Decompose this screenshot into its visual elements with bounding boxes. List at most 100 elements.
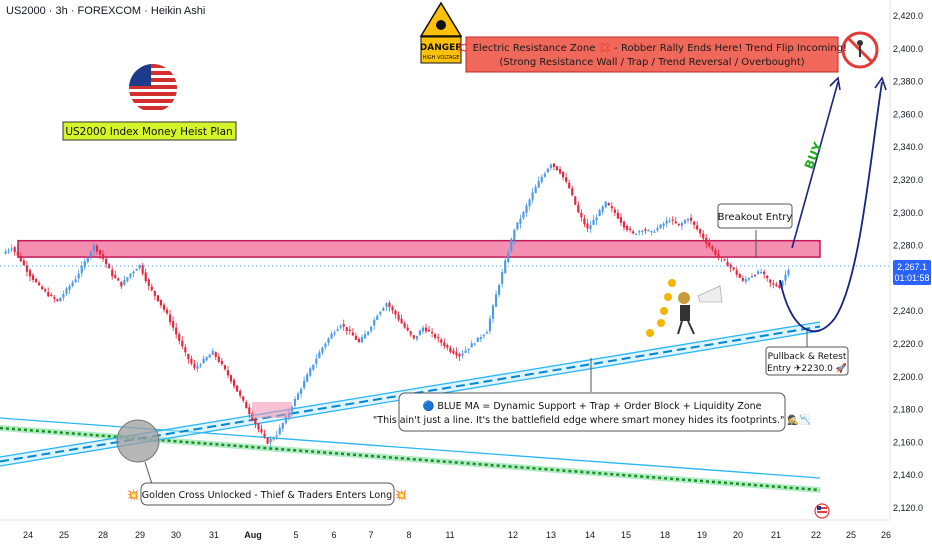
bear-candle bbox=[625, 225, 629, 230]
price-badge-value: 2,267.1 bbox=[897, 262, 927, 272]
bull-candle bbox=[321, 347, 324, 353]
event-flag-icon[interactable] bbox=[814, 503, 830, 519]
bear-candle bbox=[351, 332, 354, 336]
bull-candle bbox=[488, 318, 492, 331]
bull-candle bbox=[589, 225, 592, 230]
bull-candle bbox=[595, 217, 598, 221]
bear-candle bbox=[766, 275, 769, 279]
bear-candle bbox=[778, 285, 781, 288]
cross-highlight bbox=[252, 402, 292, 418]
bull-candle bbox=[303, 380, 306, 388]
bear-candle bbox=[720, 256, 723, 258]
pullback-label-line1: Pullback & Retest bbox=[768, 352, 847, 362]
bull-candle bbox=[71, 282, 74, 287]
resistance-note-line2: (Strong Resistance Wall / Trap / Trend R… bbox=[499, 57, 804, 68]
bull-candle bbox=[653, 231, 656, 233]
bull-candle bbox=[86, 258, 89, 262]
price-tick-label: 2,400.0 bbox=[893, 44, 923, 54]
bear-candle bbox=[689, 217, 693, 221]
bear-candle bbox=[763, 271, 766, 275]
bear-candle bbox=[452, 350, 455, 354]
bull-candle bbox=[360, 337, 364, 343]
bull-candle bbox=[281, 422, 284, 429]
bear-candle bbox=[607, 202, 610, 206]
bull-candle bbox=[537, 181, 540, 188]
bull-candle bbox=[333, 332, 336, 335]
bear-candle bbox=[159, 299, 163, 306]
time-tick-label: 31 bbox=[209, 530, 219, 540]
bear-candle bbox=[753, 275, 757, 277]
bear-candle bbox=[583, 218, 586, 225]
price-tick-label: 2,160.0 bbox=[893, 437, 923, 447]
bear-candle bbox=[732, 267, 735, 270]
bull-candle bbox=[126, 277, 129, 282]
bull-candle bbox=[275, 435, 278, 437]
bear-candle bbox=[175, 327, 178, 335]
bear-candle bbox=[147, 279, 150, 286]
bear-candle bbox=[263, 433, 266, 437]
bear-candle bbox=[735, 270, 738, 275]
bull-candle bbox=[62, 293, 65, 298]
bull-candle bbox=[202, 358, 205, 364]
price-badge bbox=[893, 260, 931, 285]
bull-candle bbox=[598, 210, 601, 217]
bear-candle bbox=[47, 292, 50, 297]
bear-candle bbox=[622, 221, 626, 228]
bull-candle bbox=[199, 364, 202, 366]
bull-candle bbox=[665, 220, 668, 224]
bull-candle bbox=[92, 244, 95, 252]
bear-candle bbox=[28, 270, 32, 277]
bull-candle bbox=[363, 334, 367, 339]
bull-candle bbox=[80, 265, 83, 273]
bull-candle bbox=[549, 164, 552, 168]
bear-candle bbox=[403, 323, 406, 328]
bull-candle bbox=[479, 337, 482, 340]
bear-candle bbox=[34, 278, 38, 283]
bear-candle bbox=[610, 206, 613, 209]
bull-candle bbox=[77, 273, 80, 279]
bear-candle bbox=[13, 247, 16, 252]
price-tick-label: 2,380.0 bbox=[893, 77, 923, 87]
bear-candle bbox=[348, 329, 351, 331]
bear-candle bbox=[726, 262, 729, 267]
bear-candle bbox=[705, 237, 708, 244]
bull-candle bbox=[781, 281, 784, 287]
bear-candle bbox=[41, 286, 44, 290]
bull-candle bbox=[461, 353, 464, 356]
resistance-zone bbox=[17, 239, 821, 258]
price-badge-timer: 01:01:58 bbox=[894, 273, 929, 283]
bull-candle bbox=[10, 248, 13, 250]
bull-candle bbox=[293, 398, 297, 406]
bear-candle bbox=[111, 269, 114, 277]
bear-candle bbox=[555, 166, 559, 171]
bull-candle bbox=[659, 224, 662, 229]
bear-candle bbox=[400, 318, 403, 324]
bull-candle bbox=[519, 218, 522, 224]
bear-candle bbox=[769, 279, 772, 283]
time-tick-label: 14 bbox=[585, 530, 595, 540]
bull-candle bbox=[513, 230, 516, 241]
time-tick-label: 22 bbox=[811, 530, 821, 540]
bull-candle bbox=[138, 264, 141, 269]
bear-candle bbox=[22, 260, 25, 266]
bear-candle bbox=[552, 163, 556, 167]
price-tick-label: 2,220.0 bbox=[893, 339, 923, 349]
bear-candle bbox=[162, 304, 166, 310]
bull-candle bbox=[504, 260, 507, 273]
bull-candle bbox=[656, 227, 659, 231]
bull-candle bbox=[421, 327, 425, 332]
bull-candle bbox=[306, 374, 309, 382]
bull-candle bbox=[516, 222, 519, 230]
bear-candle bbox=[223, 365, 226, 370]
bull-candle bbox=[491, 305, 495, 319]
time-tick-label: 30 bbox=[171, 530, 181, 540]
bull-candle bbox=[339, 325, 342, 328]
bull-candle bbox=[123, 280, 126, 285]
bear-candle bbox=[98, 249, 102, 255]
bear-candle bbox=[693, 221, 696, 225]
bear-candle bbox=[31, 275, 35, 280]
resistance-note-line1: 💢 Electric Resistance Zone 💢 - Robber Ra… bbox=[457, 41, 847, 54]
bear-candle bbox=[242, 396, 245, 401]
bull-candle bbox=[211, 350, 214, 355]
